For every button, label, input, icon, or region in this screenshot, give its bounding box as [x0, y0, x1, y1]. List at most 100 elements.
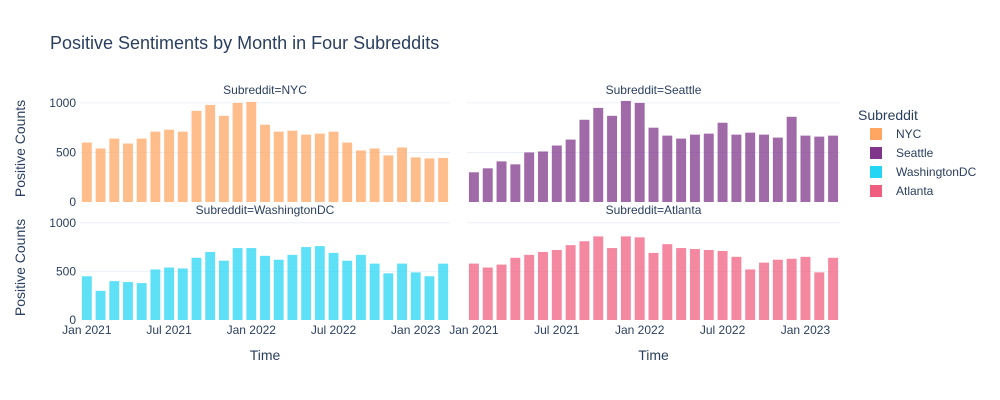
bar [607, 115, 618, 202]
legend-swatch [870, 147, 882, 159]
bar [314, 246, 325, 320]
x-tick-label: Jul 2022 [311, 323, 357, 337]
bar [246, 101, 257, 202]
bar [383, 155, 394, 202]
bar [538, 151, 548, 202]
x-tick-label: Jul 2022 [700, 323, 746, 337]
bar [607, 248, 618, 320]
x-tick-label: Jul 2021 [146, 323, 192, 337]
bar [136, 283, 147, 320]
bar [772, 259, 783, 320]
bar [634, 102, 645, 202]
bar [205, 251, 216, 320]
y-tick-label: 0 [69, 313, 76, 327]
bar [109, 281, 120, 320]
bar [410, 272, 421, 320]
legend-entry: NYC [896, 127, 922, 141]
bar [772, 137, 783, 202]
bar [703, 250, 714, 320]
bar [828, 135, 839, 202]
bar [731, 256, 742, 320]
bar [218, 115, 229, 202]
facet-label: Subreddit=Atlanta [606, 203, 702, 217]
bar [369, 148, 380, 202]
bar [468, 172, 479, 202]
y-tick-label: 1000 [49, 96, 76, 110]
bar [620, 236, 631, 320]
bar [438, 263, 449, 320]
bar [81, 142, 92, 202]
bar [524, 254, 535, 320]
bar [689, 249, 700, 320]
bar [648, 127, 659, 202]
bar [273, 259, 284, 320]
y-axis-title: Positive Counts [12, 100, 28, 197]
bar [662, 135, 673, 202]
y-axis-title: Positive Counts [12, 219, 28, 316]
bar [410, 157, 421, 202]
bar [205, 104, 216, 202]
bar [524, 152, 535, 202]
bar [786, 116, 797, 202]
bar [800, 256, 811, 320]
bar [109, 138, 120, 202]
bar [800, 135, 811, 202]
bar [232, 248, 243, 320]
bar [551, 145, 562, 202]
facet-label: Subreddit=NYC [223, 83, 307, 97]
bar [246, 248, 257, 320]
bar [369, 263, 380, 320]
bar [731, 134, 742, 202]
bar [287, 130, 298, 202]
bar [355, 254, 366, 320]
facet-label: Subreddit=WashingtonDC [196, 203, 335, 217]
bar [164, 129, 175, 202]
x-tick-label: Jan 2021 [449, 323, 499, 337]
x-tick-label: Jul 2021 [534, 323, 580, 337]
bar [95, 148, 106, 202]
bar [482, 168, 493, 202]
bar [177, 268, 188, 320]
bar [123, 282, 133, 320]
bar [579, 119, 590, 202]
bar [424, 276, 435, 320]
bar [676, 248, 687, 320]
bar [397, 263, 407, 320]
x-tick-label: Jan 2023 [781, 323, 831, 337]
bar [342, 142, 353, 202]
y-tick-label: 500 [56, 264, 76, 278]
bar [703, 133, 714, 202]
bar [123, 143, 133, 202]
bar [786, 258, 797, 320]
x-axis-title: Time [638, 347, 669, 363]
bar [328, 252, 339, 320]
y-tick-label: 1000 [49, 216, 76, 230]
x-tick-label: Jan 2022 [227, 323, 277, 337]
bar [565, 139, 576, 202]
bar [355, 150, 366, 202]
bar [745, 132, 756, 202]
legend-entry: WashingtonDC [896, 165, 977, 179]
bar [689, 134, 700, 202]
bar [814, 136, 825, 202]
bar [759, 262, 769, 320]
bar [717, 122, 728, 202]
legend-swatch [870, 166, 882, 178]
facet-label: Subreddit=Seattle [606, 83, 702, 97]
bar [191, 110, 202, 202]
bar [301, 247, 312, 320]
bar [424, 158, 435, 202]
bar [759, 134, 769, 202]
bar [342, 260, 353, 320]
bar [593, 107, 604, 202]
bar [565, 245, 576, 320]
bar [301, 134, 312, 202]
legend-entry: Atlanta [896, 184, 934, 198]
bar [150, 131, 161, 202]
legend-swatch [870, 185, 882, 197]
bar [287, 254, 298, 320]
x-axis-title: Time [250, 347, 281, 363]
bar [260, 124, 270, 202]
legend-entry: Seattle [896, 146, 934, 160]
bar [551, 250, 562, 320]
